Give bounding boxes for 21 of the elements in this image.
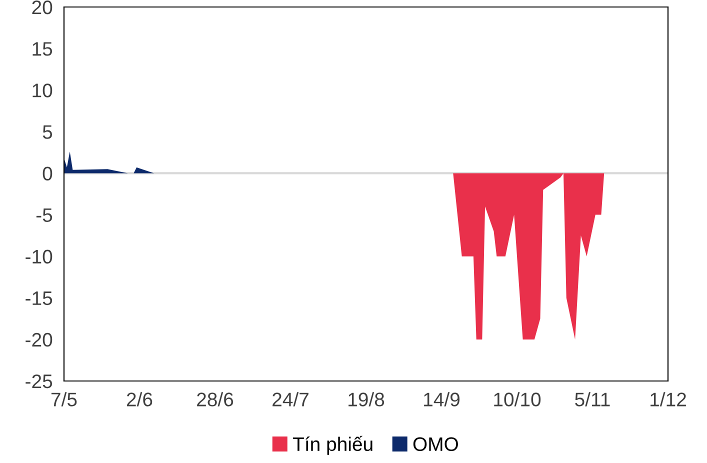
y-tick-label: -20 [26,332,52,347]
y-tick-label: 5 [42,125,52,139]
x-tick-label: 14/9 [424,392,460,406]
y-tick-label: 0 [42,166,52,180]
legend-label: Tín phiếu [292,436,372,455]
legend-label: OMO [413,437,458,452]
x-tick-label: 5/11 [575,392,610,406]
y-tick-label: 10 [32,84,52,98]
y-tick-label: -25 [26,374,52,388]
x-tick-label: 19/8 [348,392,384,406]
y-tick-label: -5 [36,208,52,222]
y-tick-label: 20 [32,0,52,14]
y-tick-label: -10 [26,250,52,264]
x-tick-label: 24/7 [272,392,308,406]
x-tick-label: 1/12 [650,392,686,406]
y-tick-label: -15 [26,292,52,306]
x-tick-label: 2/6 [126,392,152,406]
x-tick-label: 10/10 [494,392,541,406]
y-tick-label: 15 [32,42,52,56]
x-tick-label: 28/6 [197,392,234,406]
x-tick-label: 7/5 [51,392,77,406]
